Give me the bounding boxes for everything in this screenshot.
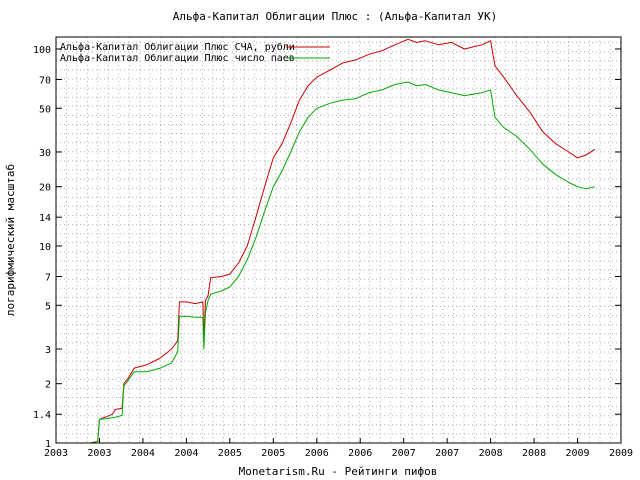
chart-title: Альфа-Капитал Облигации Плюс : (Альфа-Ка… [173,10,498,23]
y-tick-label: 1 [45,439,51,450]
x-tick-label: 2008 [522,448,546,459]
x-tick-label: 2003 [87,448,111,459]
x-tick-label: 2006 [348,448,372,459]
x-tick-label: 2004 [174,448,198,459]
y-tick-label: 100 [33,45,51,56]
legend-label-2: Альфа-Капитал Облигации Плюс число паев [60,52,295,64]
y-tick-label: 10 [39,242,51,253]
y-axis: 1 1.4 2 3 5 7 10 14 20 30 50 70 100 [33,45,621,450]
plot-frame [55,36,622,444]
x-tick-label: 2007 [435,448,459,459]
y-tick-label: 1.4 [33,410,51,421]
x-axis-label: Monetarism.Ru - Рейтинги пифов [239,465,438,478]
y-axis-label: логарифмический масштаб [4,164,17,316]
chart-grid [56,37,621,443]
x-tick-label: 2004 [131,448,155,459]
x-tick-label: 2007 [392,448,416,459]
y-tick-label: 70 [39,75,51,86]
x-tick-label: 2009 [609,448,633,459]
y-tick-label: 7 [45,272,51,283]
y-tick-label: 2 [45,380,51,391]
series-lines [90,38,596,444]
x-tick-label: 2005 [261,448,285,459]
x-tick-label: 2008 [479,448,503,459]
x-axis: 2003 2003 2004 2004 2005 2005 2006 2006 2007 2007… [44,438,633,459]
legend-label-1: Альфа-Капитал Облигации Плюс СЧА, рубли [60,41,295,53]
x-tick-label: 2003 [44,448,68,459]
y-tick-label: 30 [39,148,51,159]
series-line-1 [90,38,596,444]
x-tick-label: 2009 [565,448,589,459]
y-tick-label: 50 [39,104,51,115]
series-line-2 [90,81,596,444]
legend: Альфа-Капитал Облигации Плюс СЧА, рублиА… [60,41,330,64]
y-tick-label: 5 [45,301,51,312]
x-tick-label: 2006 [305,448,329,459]
y-tick-label: 3 [45,345,51,356]
y-tick-label: 20 [39,183,51,194]
y-tick-label: 14 [39,213,51,224]
x-tick-label: 2005 [218,448,242,459]
